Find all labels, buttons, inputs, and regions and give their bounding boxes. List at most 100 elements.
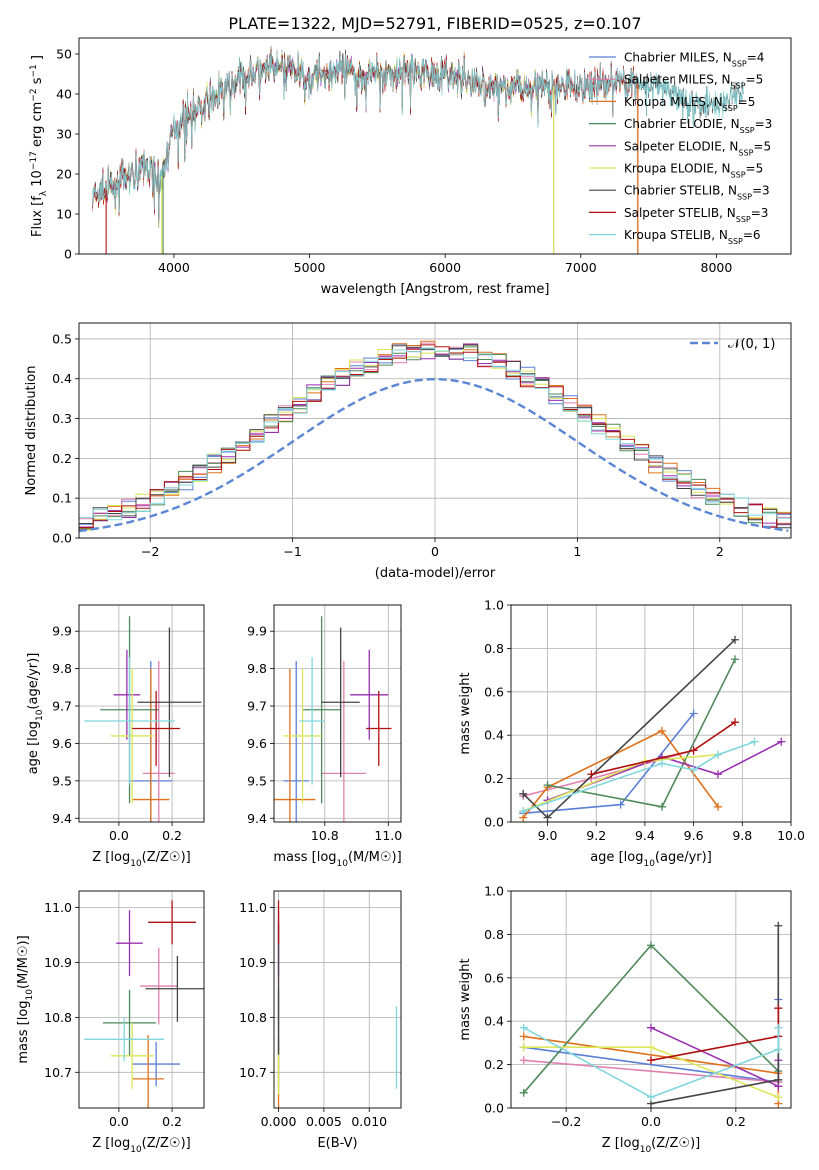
age_vs_Z-ylabel: age [log10(age/yr)] xyxy=(26,653,45,775)
y-tick-label: 10.7 xyxy=(239,1065,267,1080)
weight-line xyxy=(522,639,736,819)
y-tick-label: 9.5 xyxy=(52,773,72,788)
x-tick-label: 0.2 xyxy=(162,828,182,843)
x-tick-label: 0.0 xyxy=(641,1114,661,1129)
age_vs_mass-xlabel: mass [log10(M/M☉)] xyxy=(273,850,401,869)
x-tick-label: 7000 xyxy=(565,260,597,275)
weight-marker xyxy=(774,1075,783,1084)
weight-marker xyxy=(774,1045,783,1054)
y-tick-label: 11.0 xyxy=(44,900,72,915)
weight_vs_age-axes: 9.0 9.2 9.4 9.6 9.8 10.0 0.0 0.2 0.4 0.6 0.8 1.0 age… xyxy=(458,598,805,870)
weight-marker xyxy=(774,1023,783,1032)
y-tick-label: 11.0 xyxy=(239,900,267,915)
x-tick-label: 10.0 xyxy=(777,828,805,843)
weight-line xyxy=(547,658,736,808)
weight-marker xyxy=(519,1023,528,1032)
y-tick-label: 0.2 xyxy=(484,1057,504,1072)
x-tick-label: 0.010 xyxy=(351,1114,387,1129)
y-tick-label: 9.8 xyxy=(52,661,72,676)
spectrum-legend: Chabrier MILES, NSSP=4 Salpeter MILES, NS… xyxy=(589,51,772,246)
legend-entry: Kroupa ELODIE, NSSP=5 xyxy=(624,162,763,180)
weight-line xyxy=(591,721,736,776)
y-tick-label: 0.0 xyxy=(484,815,504,830)
y-tick-label: 9.4 xyxy=(52,811,72,826)
x-tick-label: 9.0 xyxy=(538,828,558,843)
residuals-frame xyxy=(78,322,792,539)
y-tick-label: 10.7 xyxy=(44,1065,72,1080)
x-tick-label: 11.0 xyxy=(374,828,402,843)
y-tick-label: 0.2 xyxy=(484,771,504,786)
y-tick-label: 30 xyxy=(56,127,72,142)
y-tick-label: 10.8 xyxy=(239,1010,267,1025)
y-tick-label: 0.0 xyxy=(484,1101,504,1116)
y-tick-label: 0.8 xyxy=(484,927,504,942)
weight-marker xyxy=(731,655,739,664)
weight-marker xyxy=(519,807,528,816)
weight-marker xyxy=(519,789,528,798)
weight-marker xyxy=(647,1056,655,1065)
weight-marker xyxy=(731,635,739,644)
mass_vs_Z-ylabel: mass [log10(M/M☉)] xyxy=(16,935,35,1063)
residuals-legend: 𝒩(0, 1) xyxy=(690,337,775,352)
legend-entry: Salpeter MILES, NSSP=5 xyxy=(624,73,763,91)
y-tick-label: 0.6 xyxy=(484,970,504,985)
x-tick-label: 0.0 xyxy=(109,1114,129,1129)
x-tick-label: 0.2 xyxy=(162,1114,182,1129)
weight_vs_age-frame xyxy=(510,604,792,823)
x-tick-label: 4000 xyxy=(158,260,190,275)
y-tick-label: 0.4 xyxy=(484,728,504,743)
spectrum-lines xyxy=(92,45,744,254)
y-tick-label: 9.7 xyxy=(52,699,72,714)
normal-curve xyxy=(79,378,789,533)
weight_vs_Z-frame xyxy=(510,890,792,1109)
age_vs_Z-points xyxy=(84,616,202,822)
x-tick-label: 6000 xyxy=(429,260,461,275)
mass_vs_ebv-xlabel: E(B-V) xyxy=(317,1136,357,1151)
residuals-xlabel: (data-model)/error xyxy=(375,566,496,581)
weight-marker xyxy=(657,802,666,811)
legend-entry: Kroupa MILES, NSSP=5 xyxy=(624,95,755,113)
y-tick-label: 10.9 xyxy=(44,955,72,970)
y-tick-label: 40 xyxy=(56,87,72,102)
y-tick-label: 0.6 xyxy=(484,684,504,699)
weight-marker xyxy=(657,726,666,735)
weight-marker xyxy=(713,770,722,779)
x-tick-label: 5000 xyxy=(294,260,326,275)
x-tick-label: 0 xyxy=(431,544,439,559)
y-tick-label: 0.4 xyxy=(484,1014,504,1029)
y-tick-label: 1.0 xyxy=(484,598,504,613)
x-tick-label: 0.005 xyxy=(306,1114,342,1129)
y-tick-label: 10.8 xyxy=(44,1010,72,1025)
x-tick-label: 9.6 xyxy=(684,828,704,843)
age_vs_mass-axes: 10.8 11.0 9.4 9.5 9.6 9.7 9.8 9.9 mass [log10(M/… xyxy=(247,605,402,869)
weight-marker xyxy=(647,1043,655,1052)
weight-marker xyxy=(519,1043,528,1052)
y-tick-label: 0 xyxy=(64,247,72,262)
age_vs_Z-axes: 0.0 0.2 9.4 9.5 9.6 9.7 9.8 9.9 Z [log10(Z/Z☉)] a… xyxy=(26,605,204,869)
x-tick-label: 9.8 xyxy=(732,828,752,843)
spectrum-ylabel: Flux [fλ 10−17 erg cm−2 s−1 ] xyxy=(29,55,49,237)
y-tick-label: 9.6 xyxy=(247,736,267,751)
y-tick-label: 9.4 xyxy=(247,811,267,826)
spectrum-axes: 4000 5000 6000 7000 8000 0 10 20 30 40 50 wavelengt… xyxy=(29,47,732,298)
weight-marker xyxy=(689,709,698,718)
weight-marker xyxy=(519,1088,528,1097)
spectrum-xlabel: wavelength [Angstrom, rest frame] xyxy=(321,282,550,297)
mass_vs_ebv-points xyxy=(277,900,398,1108)
age_vs_mass-frame xyxy=(273,604,402,823)
mass_vs_ebv-frame xyxy=(273,890,402,1109)
weight-line xyxy=(523,1026,780,1099)
x-tick-label: 9.4 xyxy=(635,828,655,843)
x-tick-label: 2 xyxy=(716,544,724,559)
x-tick-label: 0.2 xyxy=(726,1114,746,1129)
weight-marker xyxy=(647,1093,655,1102)
residuals-ylabel: Normed distribution xyxy=(24,366,39,496)
weight-marker xyxy=(774,1093,783,1102)
weight_vs_Z-xlabel: Z [log10(Z/Z☉)] xyxy=(602,1136,700,1155)
mass_vs_Z-axes: 0.0 0.2 10.7 10.8 10.9 11.0 Z [log10(Z/Z☉)] mas… xyxy=(16,891,204,1155)
legend-entry: Salpeter ELODIE, NSSP=5 xyxy=(624,139,771,157)
y-tick-label: 0.1 xyxy=(52,491,72,506)
weight-marker xyxy=(689,765,698,774)
spectrum-frame xyxy=(78,37,792,255)
